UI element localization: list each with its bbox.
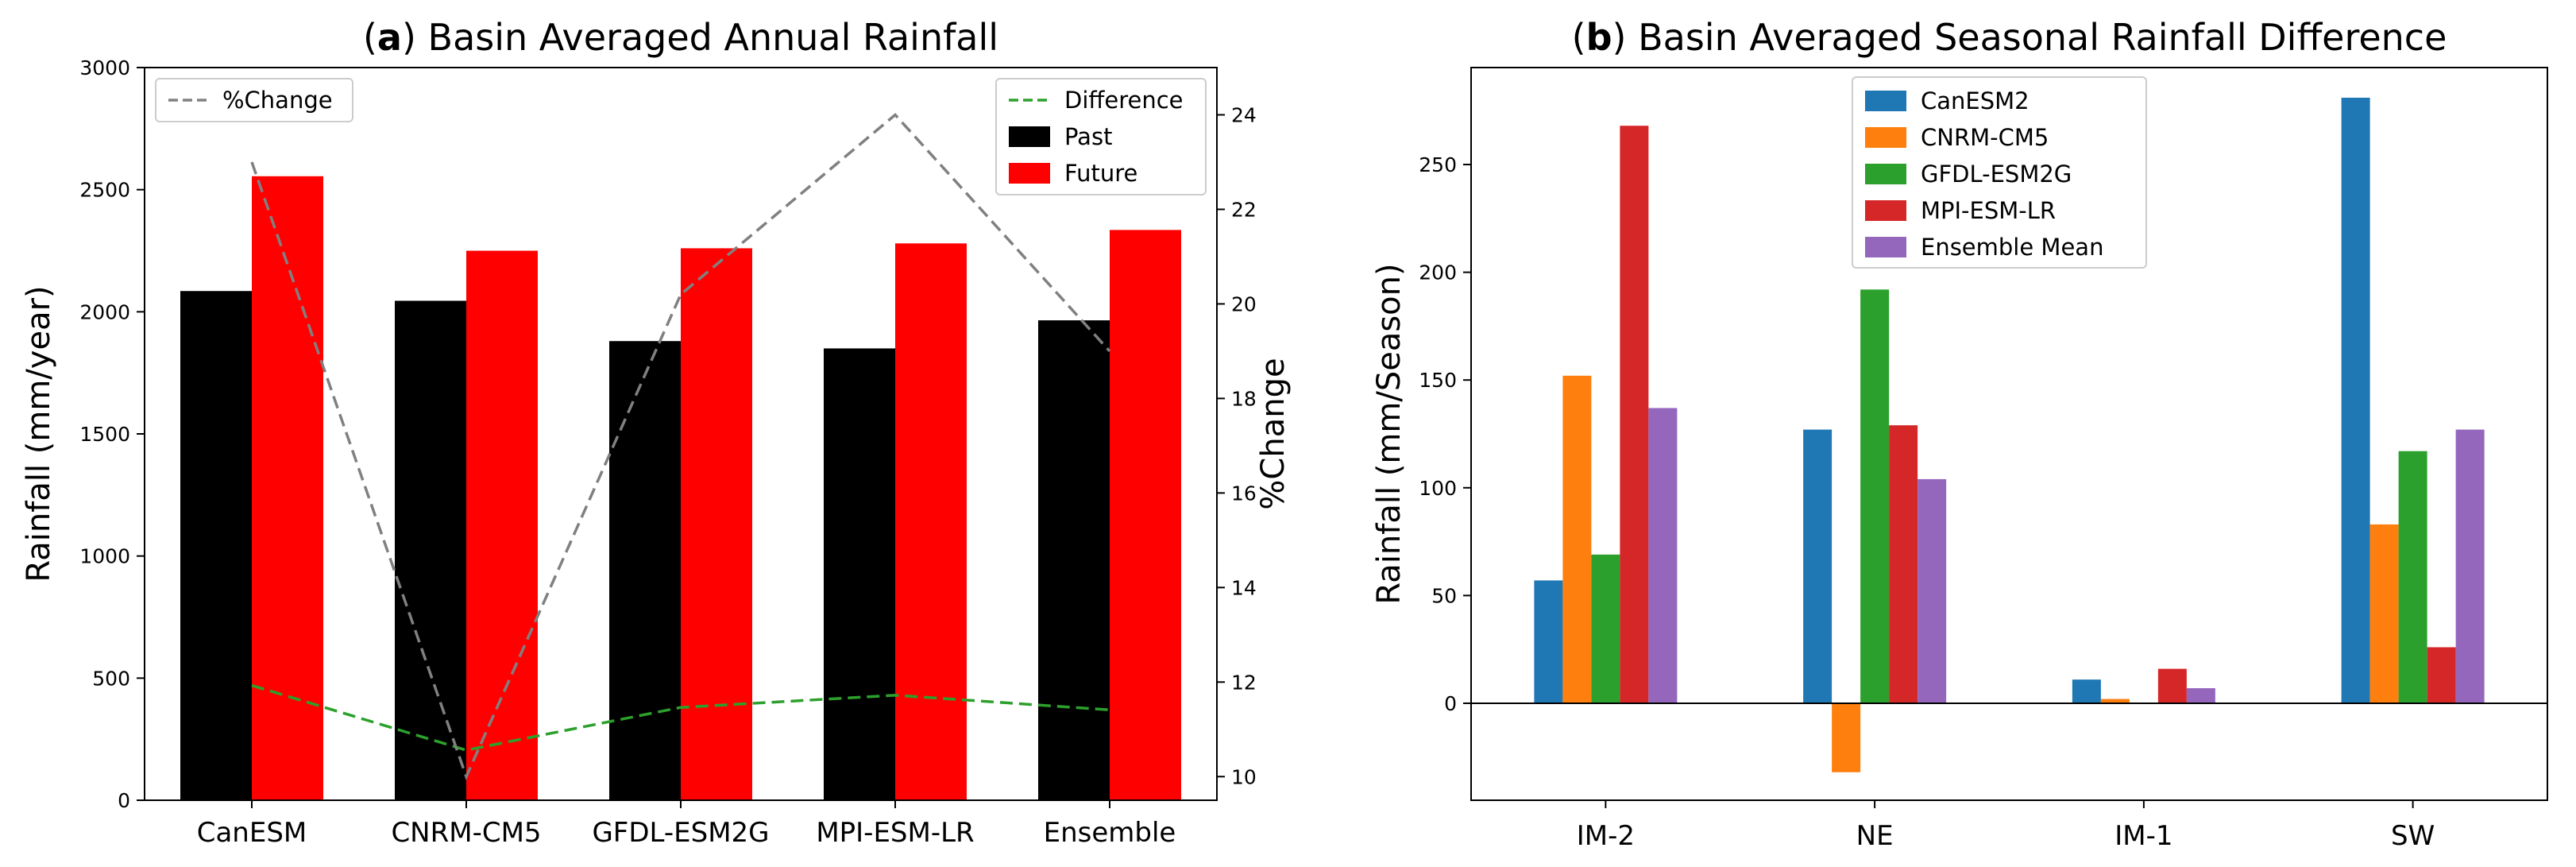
legend-label: GFDL-ESM2G — [1921, 161, 2072, 188]
legend-label: %Change — [222, 87, 333, 114]
title-prefix: b — [1586, 16, 1612, 59]
legend-swatch-ensemble-mean — [1865, 237, 1906, 257]
title-text: Basin Averaged Seasonal Rainfall Differe… — [1638, 16, 2447, 59]
bar-past-gfdl-esm2g — [609, 341, 681, 800]
y2-tick-label: 22 — [1231, 198, 1257, 221]
legend-label: CanESM2 — [1921, 87, 2030, 114]
x-tick-label: IM-1 — [2114, 820, 2172, 852]
y2-axis-label: %Change — [1255, 358, 1292, 509]
bar-ensemble-mean-sw — [2455, 429, 2485, 703]
y-axis-label: Rainfall (mm/year) — [21, 285, 57, 582]
bar-cnrm-cm5-sw — [2369, 524, 2399, 703]
bar-ensemble-mean-ne — [1918, 478, 1947, 703]
y-tick-label: 50 — [1431, 584, 1457, 607]
legend-label: CNRM-CM5 — [1921, 124, 2049, 151]
y-tick-label: 2000 — [79, 300, 130, 323]
y2-tick-label: 24 — [1231, 103, 1257, 126]
y-tick-label: 2500 — [79, 179, 130, 202]
y-tick-label: 100 — [1419, 477, 1457, 500]
legend-label: Ensemble Mean — [1921, 234, 2103, 261]
y-tick-label: 200 — [1419, 261, 1457, 284]
legend-label: Past — [1064, 123, 1112, 150]
bar-future-canesm — [252, 176, 323, 801]
bar-mpi-esm-lr-im-2 — [1620, 126, 1649, 703]
title-prefix: a — [377, 16, 402, 59]
legend-label: MPI-ESM-LR — [1921, 197, 2056, 224]
y-tick-label: 150 — [1419, 369, 1457, 392]
legend-swatch-past — [1009, 126, 1050, 147]
y-tick-label: 1500 — [79, 423, 130, 446]
bar-canesm2-im-2 — [1534, 580, 1563, 703]
bar-cnrm-cm5-im-1 — [2100, 699, 2130, 703]
legend-swatch-cnrm-cm5 — [1865, 127, 1906, 148]
bar-mpi-esm-lr-sw — [2427, 647, 2456, 703]
x-tick-label: SW — [2391, 820, 2435, 852]
bar-ensemble-mean-im-1 — [2186, 687, 2215, 703]
legend-b: CanESM2 CNRM-CM5 GFDL-ESM2G MPI-ESM-LR Ensem… — [1852, 76, 2147, 269]
bar-past-canesm — [180, 291, 252, 801]
x-tick-label: NE — [1856, 820, 1894, 852]
bar-cnrm-cm5-ne — [1832, 703, 1861, 772]
y2-tick-label: 14 — [1231, 576, 1257, 599]
legend-box — [155, 78, 353, 122]
bar-past-cnrm-cm5 — [395, 300, 466, 801]
legend-swatch-mpi-esm-lr — [1865, 200, 1906, 221]
y-tick-label: 250 — [1419, 153, 1457, 176]
bar-past-ensemble — [1038, 320, 1110, 801]
y2-tick-label: 16 — [1231, 482, 1257, 505]
bar-mpi-esm-lr-im-1 — [2157, 668, 2187, 703]
bar-mpi-esm-lr-ne — [1889, 425, 1918, 703]
bar-gfdl-esm2g-im-2 — [1591, 554, 1620, 703]
bar-future-ensemble — [1110, 230, 1181, 800]
bar-ensemble-mean-im-2 — [1648, 408, 1678, 703]
y-tick-label: 500 — [92, 667, 130, 690]
x-tick-label: CNRM-CM5 — [391, 817, 541, 849]
legend-left: %Change — [155, 78, 353, 122]
y2-tick-label: 18 — [1231, 387, 1257, 410]
legend-label: Future — [1064, 160, 1137, 187]
x-tick-label: MPI-ESM-LR — [816, 817, 974, 849]
bar-future-gfdl-esm2g — [681, 248, 752, 801]
legend-swatch-future — [1009, 163, 1050, 184]
legend-swatch-gfdl-esm2g — [1865, 164, 1906, 184]
legend-swatch-canesm2 — [1865, 91, 1906, 111]
x-tick-label: IM-2 — [1577, 820, 1635, 852]
bar-gfdl-esm2g-ne — [1860, 289, 1890, 703]
title-text: Basin Averaged Annual Rainfall — [428, 16, 999, 59]
chart-a: 0 500 1000 1500 2000 2500 3000 10 12 14 16 18 20 22 24… — [21, 16, 1292, 849]
bar-future-mpi-esm-lr — [895, 243, 967, 800]
y-tick-label: 0 — [1444, 692, 1457, 715]
y-tick-label: 3000 — [79, 56, 130, 79]
line-pct-change — [250, 113, 1111, 781]
chart-title-a: (a) Basin Averaged Annual Rainfall — [363, 16, 998, 59]
y-tick-label: 0 — [118, 789, 130, 812]
legend-right: Difference Past Future — [995, 78, 1207, 195]
y2-tick-label: 20 — [1231, 292, 1257, 315]
x-tick-label: CanESM — [197, 817, 307, 849]
y2-tick-label: 10 — [1231, 765, 1257, 788]
y-axis-label: Rainfall (mm/Season) — [1371, 263, 1408, 604]
x-tick-label: Ensemble — [1044, 817, 1176, 849]
bar-canesm2-sw — [2341, 97, 2370, 703]
bar-canesm2-im-1 — [2072, 679, 2101, 703]
bar-future-cnrm-cm5 — [466, 250, 538, 800]
bar-gfdl-esm2g-sw — [2398, 451, 2427, 703]
chart-b: 0 50 100 150 200 250 IM-2 NE IM-1 SW Rainfall (mm/… — [1371, 16, 2548, 852]
y2-tick-label: 12 — [1231, 671, 1257, 694]
bar-cnrm-cm5-im-2 — [1562, 375, 1592, 703]
chart-title-b: (b) Basin Averaged Seasonal Rainfall Dif… — [1572, 16, 2447, 59]
bar-past-mpi-esm-lr — [824, 348, 895, 800]
x-tick-label: GFDL-ESM2G — [592, 817, 769, 849]
bar-canesm2-ne — [1803, 429, 1833, 703]
line-difference — [251, 683, 1110, 752]
y-tick-label: 1000 — [79, 545, 130, 568]
legend-label: Difference — [1064, 87, 1184, 114]
plot-frame-b — [1470, 67, 2548, 801]
legend-box — [1852, 76, 2147, 269]
